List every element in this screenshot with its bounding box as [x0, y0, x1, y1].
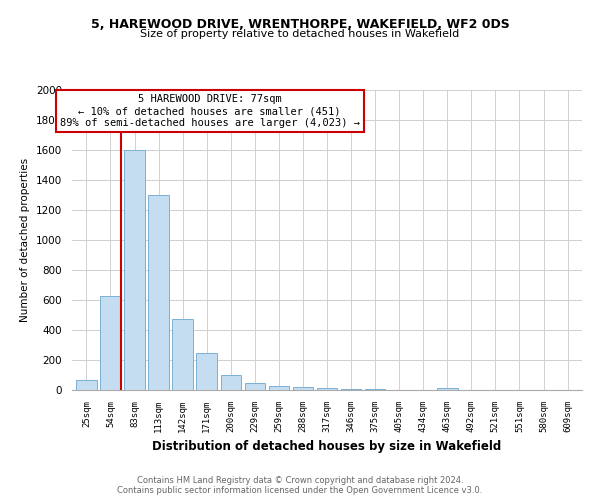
Bar — [245, 382, 265, 390]
Text: 5, HAREWOOD DRIVE, WRENTHORPE, WAKEFIELD, WF2 0DS: 5, HAREWOOD DRIVE, WRENTHORPE, WAKEFIELD… — [91, 18, 509, 30]
X-axis label: Distribution of detached houses by size in Wakefield: Distribution of detached houses by size … — [152, 440, 502, 454]
Text: Size of property relative to detached houses in Wakefield: Size of property relative to detached ho… — [140, 29, 460, 39]
Bar — [341, 388, 361, 390]
Text: Contains HM Land Registry data © Crown copyright and database right 2024.: Contains HM Land Registry data © Crown c… — [137, 476, 463, 485]
Text: Contains public sector information licensed under the Open Government Licence v3: Contains public sector information licen… — [118, 486, 482, 495]
Bar — [196, 353, 217, 390]
Bar — [172, 319, 193, 390]
Bar — [365, 389, 385, 390]
Bar — [76, 380, 97, 390]
Bar — [100, 296, 121, 390]
Bar — [221, 375, 241, 390]
Bar — [437, 388, 458, 390]
Bar — [293, 387, 313, 390]
Bar — [269, 386, 289, 390]
Text: 5 HAREWOOD DRIVE: 77sqm
← 10% of detached houses are smaller (451)
89% of semi-d: 5 HAREWOOD DRIVE: 77sqm ← 10% of detache… — [60, 94, 360, 128]
Bar — [317, 388, 337, 390]
Bar — [124, 150, 145, 390]
Bar — [148, 195, 169, 390]
Y-axis label: Number of detached properties: Number of detached properties — [20, 158, 31, 322]
